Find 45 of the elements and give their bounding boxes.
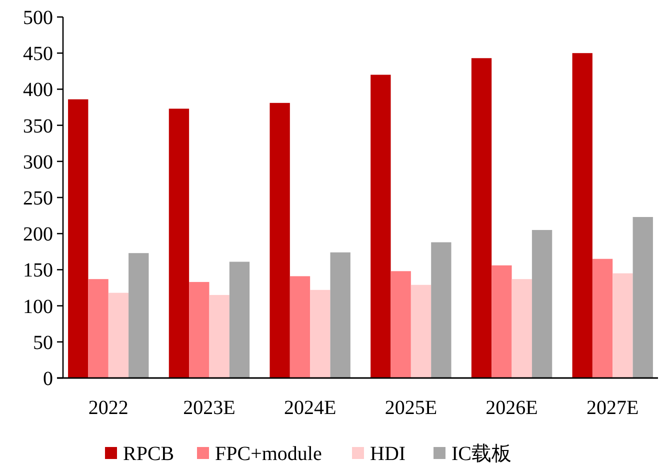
bar xyxy=(632,216,653,378)
y-tick-label: 350 xyxy=(23,115,53,138)
y-tick-label: 0 xyxy=(43,368,53,390)
bar xyxy=(189,282,210,378)
y-tick-label: 500 xyxy=(23,7,53,29)
bar xyxy=(128,253,149,378)
x-tick-label: 2022 xyxy=(88,397,128,419)
bar xyxy=(88,279,108,378)
x-tick-label: 2024E xyxy=(284,397,336,419)
y-tick-label: 300 xyxy=(23,151,53,174)
bar xyxy=(431,242,452,378)
x-tick-label: 2027E xyxy=(586,397,639,419)
y-tick-label: 50 xyxy=(33,332,53,354)
y-tick-label: 100 xyxy=(23,296,53,318)
bar xyxy=(290,276,310,378)
bar xyxy=(572,53,592,378)
bar xyxy=(492,265,512,378)
y-tick-label: 200 xyxy=(23,224,53,246)
bar xyxy=(471,58,492,378)
x-tick-label: 2023E xyxy=(183,397,236,419)
bar xyxy=(270,102,290,378)
legend-label: HDI xyxy=(370,443,406,465)
bar xyxy=(209,294,230,378)
y-tick-label: 450 xyxy=(23,43,53,66)
bar xyxy=(592,258,613,378)
bar xyxy=(532,230,552,378)
bar xyxy=(229,262,250,378)
legend-label: IC载板 xyxy=(452,443,512,465)
bar xyxy=(612,273,633,378)
bar xyxy=(512,279,532,378)
bar xyxy=(68,99,88,378)
bar xyxy=(330,252,350,378)
bar xyxy=(410,284,432,378)
y-tick-label: 250 xyxy=(23,188,53,210)
x-tick-label: 2026E xyxy=(486,397,538,419)
bar xyxy=(310,290,330,378)
y-tick-label: 400 xyxy=(23,79,53,102)
bar xyxy=(168,108,190,378)
legend-label: RPCB xyxy=(123,443,174,465)
legend-label: FPC+module xyxy=(215,443,322,465)
x-tick-label: 2025E xyxy=(384,397,438,419)
y-tick-label: 150 xyxy=(23,260,53,282)
bar xyxy=(108,292,129,378)
bar xyxy=(390,271,411,378)
bar xyxy=(370,74,391,378)
